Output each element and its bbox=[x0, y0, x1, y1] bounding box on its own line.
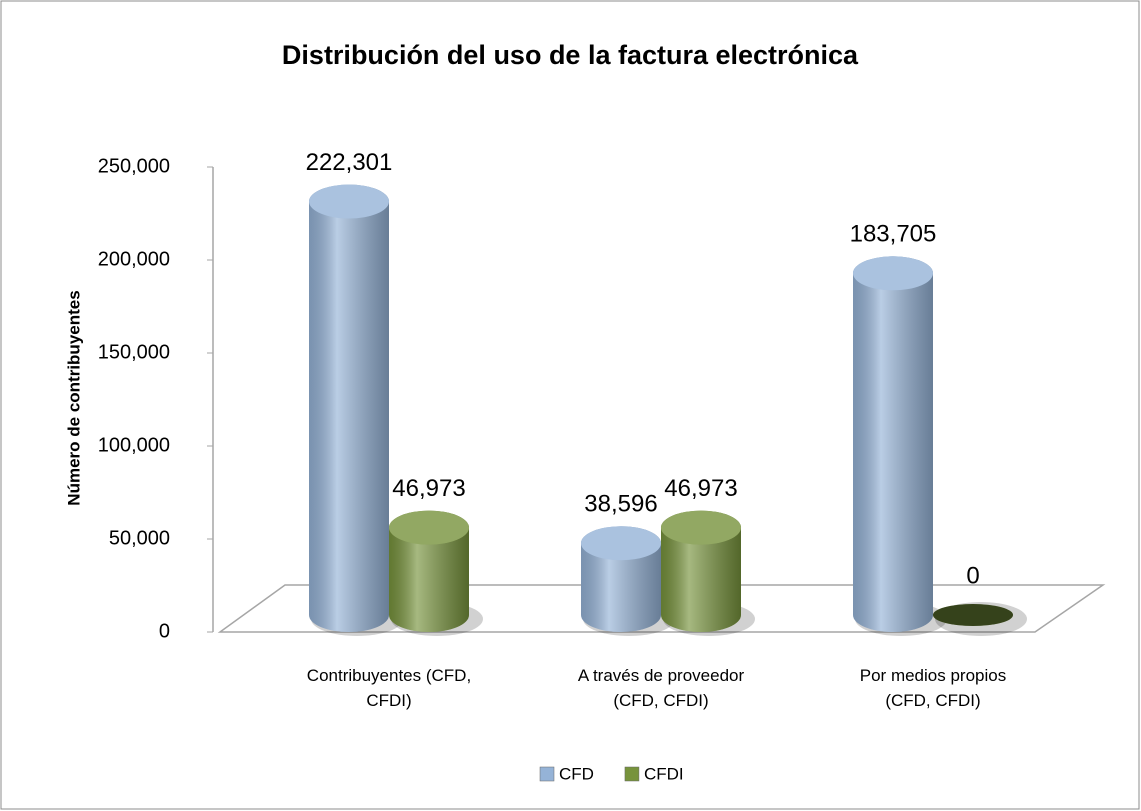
bar-shading bbox=[853, 256, 933, 632]
y-axis-title: Número de contribuyentes bbox=[64, 290, 83, 505]
bar-top bbox=[661, 510, 741, 545]
bar-top bbox=[389, 510, 469, 545]
legend-swatch bbox=[624, 766, 640, 782]
y-tick-label: 50,000 bbox=[109, 527, 170, 549]
bar-top-shading bbox=[309, 184, 389, 219]
bar-top bbox=[309, 184, 389, 219]
bar-top bbox=[581, 526, 661, 561]
value-label: 46,973 bbox=[392, 475, 465, 502]
chart-title: Distribución del uso de la factura elect… bbox=[282, 40, 859, 70]
x-tick-label: Contribuyentes (CFD, CFDI) bbox=[306, 666, 472, 710]
y-tick-label: 150,000 bbox=[98, 341, 170, 363]
y-tick-label: 0 bbox=[159, 620, 170, 642]
bar-top-shading bbox=[661, 510, 741, 545]
value-label: 0 bbox=[966, 562, 979, 589]
bar-top-shading bbox=[933, 604, 1013, 626]
value-label: 183,705 bbox=[850, 221, 937, 248]
value-label: 38,596 bbox=[584, 491, 657, 518]
legend-label: CFDI bbox=[644, 764, 684, 783]
x-tick-label: A través de proveedor (CFD, CFDI) bbox=[577, 666, 745, 710]
legend-swatch bbox=[539, 766, 555, 782]
value-label: 222,301 bbox=[306, 149, 393, 176]
bar-shading bbox=[309, 184, 389, 632]
bar-top-shading bbox=[853, 256, 933, 291]
bar-top bbox=[853, 256, 933, 291]
value-label: 46,973 bbox=[664, 475, 737, 502]
bar-top-shading bbox=[581, 526, 661, 561]
bar-top-shading bbox=[389, 510, 469, 545]
y-tick-label: 100,000 bbox=[98, 434, 170, 456]
x-tick-label: Por medios propios (CFD, CFDI) bbox=[859, 666, 1007, 710]
y-tick-label: 200,000 bbox=[98, 248, 170, 270]
legend-label: CFD bbox=[559, 764, 594, 783]
y-tick-label: 250,000 bbox=[98, 155, 170, 177]
